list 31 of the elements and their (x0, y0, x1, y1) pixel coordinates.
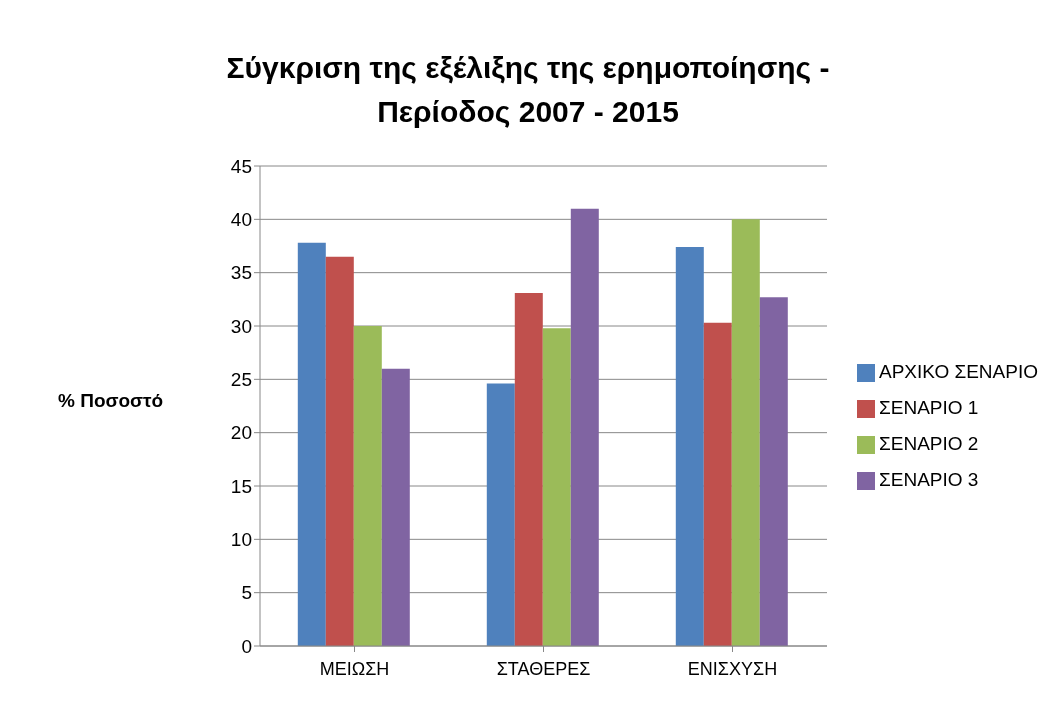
x-tick-label: ΣΤΑΘΕΡΕΣ (496, 658, 591, 679)
bar (759, 297, 788, 646)
bar (381, 368, 410, 646)
y-tick-label: 5 (241, 582, 252, 604)
y-tick-label: 20 (230, 422, 252, 444)
legend-label: ΣΕΝΑΡΙΟ 2 (879, 433, 979, 454)
x-tick-label: ΜΕΙΩΣΗ (319, 658, 390, 679)
chart-title: Σύγκριση της εξέλιξης της ερημοποίησης - Περίοδος 2007 - 2015 (225, 50, 831, 130)
legend-label: ΣΕΝΑΡΙΟ 3 (879, 469, 979, 490)
bar (486, 383, 515, 646)
bar (703, 322, 732, 646)
bar (731, 219, 760, 646)
bar (675, 247, 704, 646)
bar (514, 292, 543, 646)
y-tick-label: 0 (241, 635, 252, 657)
legend-label: ΣΕΝΑΡΙΟ 1 (879, 397, 979, 418)
bar (570, 208, 599, 646)
y-tick-label: 10 (230, 529, 252, 551)
y-tick-label: 15 (230, 475, 252, 497)
legend-label: ΑΡΧΙΚΟ ΣΕΝΑΡΙΟ (879, 361, 1038, 382)
y-tick-label: 40 (230, 209, 252, 231)
bar (353, 326, 382, 646)
x-tick-label: ΕΝΙΣΧΥΣΗ (687, 658, 778, 679)
y-axis-title: % Ποσοστό (58, 390, 164, 412)
y-tick-label: 35 (230, 262, 252, 284)
bar (542, 328, 571, 646)
y-tick-label: 25 (230, 369, 252, 391)
bar (325, 256, 354, 646)
y-tick-label: 30 (230, 315, 252, 337)
bar (297, 242, 326, 646)
y-tick-label: 45 (230, 155, 252, 177)
